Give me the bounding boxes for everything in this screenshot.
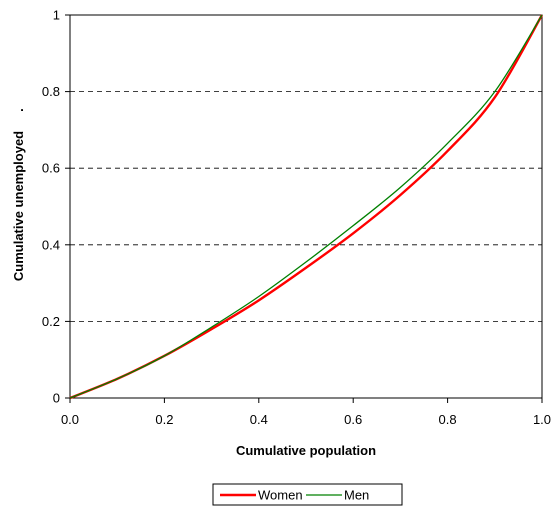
- y-tick-label-5: 1: [53, 8, 60, 23]
- series-line-men: [69, 14, 543, 399]
- x-tick-label-0: 0.0: [61, 412, 79, 427]
- x-tick-label-4: 0.8: [439, 412, 457, 427]
- series-group: [69, 14, 544, 400]
- x-tick-label-3: 0.6: [344, 412, 362, 427]
- y-tick-label-4: 0.8: [42, 84, 60, 99]
- gridlines: [70, 91, 542, 322]
- x-tick-label-1: 0.2: [155, 412, 173, 427]
- y-axis-title-suffix: .: [11, 108, 26, 112]
- legend-label-men: Men: [344, 488, 369, 503]
- plot-area: [69, 14, 543, 399]
- y-axis-title: Cumulative unemployed: [11, 131, 26, 281]
- legend-label-women: Women: [258, 488, 303, 503]
- y-tick-label-2: 0.4: [42, 237, 60, 252]
- x-tick-label-5: 1.0: [533, 412, 551, 427]
- y-tick-label-3: 0.6: [42, 161, 60, 176]
- y-tick-label-0: 0: [53, 391, 60, 406]
- x-tick-label-2: 0.4: [250, 412, 268, 427]
- x-axis-title: Cumulative population: [236, 443, 376, 458]
- x-axis-ticks: 0.0 0.2 0.4 0.6 0.8 1.0: [61, 398, 551, 427]
- legend: Women Men: [212, 483, 403, 506]
- y-tick-label-1: 0.2: [42, 314, 60, 329]
- y-axis-ticks: 0 0.2 0.4 0.6 0.8 1: [42, 8, 70, 406]
